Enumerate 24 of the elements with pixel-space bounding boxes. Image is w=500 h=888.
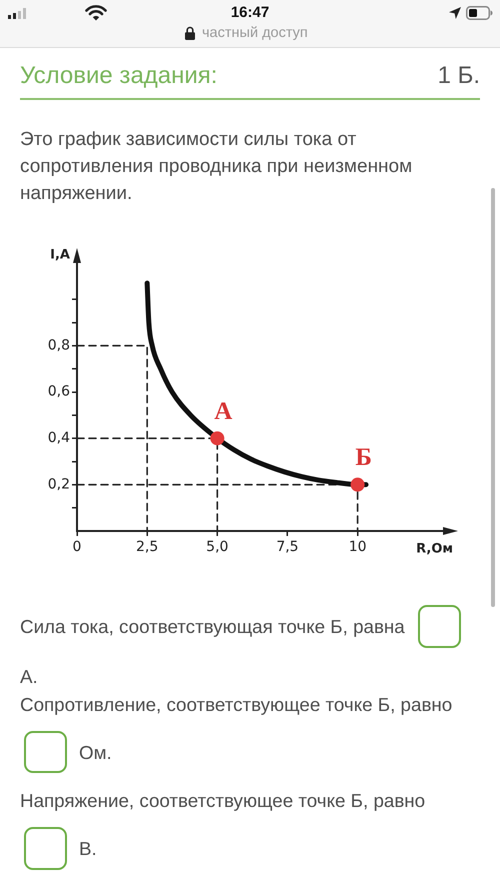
chart-subtitle: Это график зависимости силы тока от сопротивления проводника при неизменном напряжении.	[20, 128, 414, 206]
x-tick-label: 7,5	[276, 539, 299, 556]
text: частный доступ	[202, 24, 308, 43]
annotation: Б	[355, 444, 372, 472]
text: А.	[20, 665, 38, 689]
y-tick-label: 0,4	[48, 430, 70, 446]
x-axis-title: R,Ом	[416, 541, 453, 556]
x-tick-label: 5,0	[206, 539, 228, 556]
x-tick-label: 10	[348, 539, 367, 556]
x-tick-label: 2,5	[136, 539, 158, 556]
chart-title: Условие задания:	[20, 61, 218, 91]
y-tick-label: 0,2	[48, 476, 70, 492]
text: Напряжение, соответствующее точке Б, равно	[20, 789, 426, 813]
text: Сила тока, соответствующая точке Б, равна	[20, 615, 405, 639]
text: В.	[79, 837, 97, 861]
y-tick-label: 0,6	[48, 384, 70, 400]
text: 1 Б.	[438, 61, 480, 91]
text: Ом.	[79, 741, 112, 765]
annotation: А	[214, 398, 232, 425]
y-tick-label: 0,8	[48, 337, 70, 354]
text: Сопротивление, соответствующее точке Б, равно	[20, 693, 452, 717]
y-axis-title: I,A	[50, 247, 70, 262]
text: 16:47	[230, 3, 270, 23]
x-tick-label: 0	[72, 539, 82, 556]
